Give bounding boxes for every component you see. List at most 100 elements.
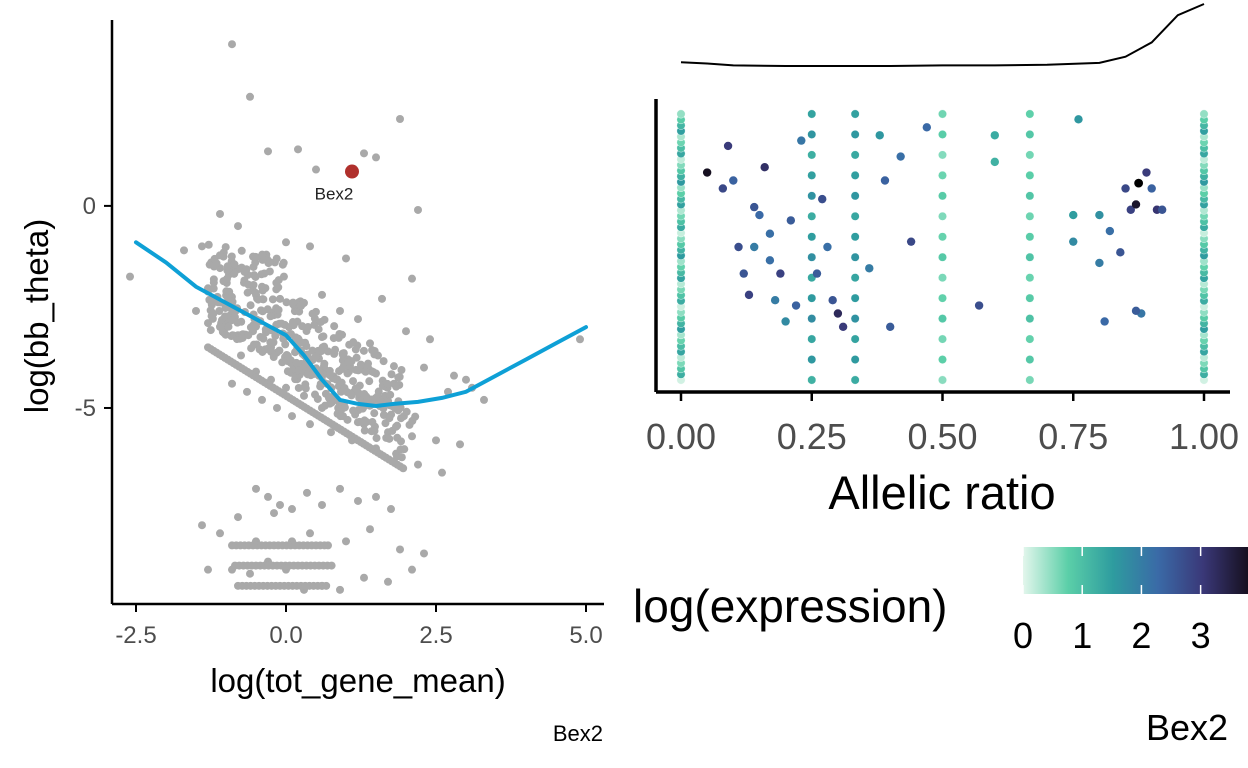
data-point — [938, 170, 947, 180]
data-point — [450, 371, 458, 380]
data-point — [321, 401, 330, 410]
data-point — [314, 325, 323, 334]
data-point — [812, 269, 822, 278]
data-point — [1095, 210, 1104, 220]
data-point — [327, 561, 336, 570]
data-point — [126, 272, 134, 281]
data-point — [938, 293, 947, 303]
data-point — [351, 345, 360, 354]
data-point — [807, 150, 817, 160]
data-point — [456, 440, 464, 449]
data-point — [818, 194, 827, 204]
data-point — [750, 202, 759, 212]
data-point — [770, 296, 780, 305]
data-point — [426, 335, 434, 344]
x-tick-label: 5.0 — [569, 622, 602, 649]
data-point — [257, 270, 266, 279]
right-caption: Bex2 — [1146, 707, 1228, 748]
x-tick-label: 0.50 — [907, 416, 977, 457]
data-point — [384, 577, 392, 586]
data-point — [1025, 191, 1035, 201]
data-point — [1116, 248, 1125, 257]
data-point — [938, 109, 947, 119]
data-point — [1025, 211, 1035, 221]
data-point — [318, 343, 327, 352]
data-point — [354, 315, 362, 324]
data-point — [372, 434, 381, 443]
data-point — [265, 267, 274, 276]
data-point — [216, 209, 224, 218]
data-point — [264, 147, 272, 156]
x-tick-label: 0.0 — [269, 622, 302, 649]
data-point — [306, 242, 314, 251]
data-point — [938, 252, 947, 262]
right-x-ticks: 0.00 0.25 0.50 0.75 1.00 — [646, 392, 1239, 457]
y-tick-label: 0 — [83, 193, 96, 220]
data-point — [349, 406, 358, 415]
data-point — [850, 150, 860, 160]
data-point — [230, 260, 239, 269]
data-point — [850, 191, 860, 201]
data-point — [265, 258, 274, 267]
data-point — [301, 380, 310, 389]
y-tick-label: -5 — [75, 395, 96, 422]
data-point — [723, 141, 733, 151]
data-point — [395, 372, 404, 381]
data-point — [739, 269, 748, 278]
data-point — [1095, 258, 1104, 268]
data-point — [204, 565, 212, 574]
data-point — [1025, 314, 1035, 324]
data-point — [938, 232, 947, 242]
data-point — [276, 500, 284, 509]
data-point — [760, 163, 769, 172]
data-point — [791, 301, 801, 310]
left-scatter-panel: Bex2 -2.5 0.0 2.5 5.0 0 -5 log(tot_gene_mean… — [18, 20, 604, 746]
legend-tick-label: 3 — [1191, 615, 1211, 656]
data-point — [734, 242, 743, 252]
data-point — [1025, 293, 1035, 303]
data-point — [361, 367, 370, 376]
data-point — [385, 414, 394, 423]
data-point — [396, 445, 405, 454]
data-point — [938, 130, 947, 139]
data-point — [330, 322, 339, 331]
data-point — [237, 351, 245, 360]
data-point — [263, 305, 272, 314]
data-point — [420, 363, 428, 372]
x-tick-label: 0.25 — [777, 416, 847, 457]
data-point — [938, 355, 947, 364]
data-point — [389, 362, 398, 371]
density-curve — [680, 3, 1205, 67]
data-point — [807, 293, 817, 303]
data-point — [807, 314, 817, 324]
data-point — [833, 309, 843, 318]
data-point — [938, 211, 947, 221]
data-point — [383, 379, 392, 388]
data-point — [1131, 306, 1141, 316]
right-x-axis-title: Allelic ratio — [828, 466, 1055, 519]
data-point — [209, 284, 218, 293]
data-point — [246, 323, 255, 332]
data-point — [1025, 130, 1035, 139]
data-point — [744, 290, 754, 300]
data-point — [206, 326, 215, 335]
data-point — [192, 306, 200, 315]
data-point — [318, 500, 326, 509]
data-point — [258, 395, 266, 404]
data-point — [331, 345, 340, 354]
data-point — [402, 327, 410, 336]
data-point — [234, 513, 242, 522]
data-point — [372, 153, 380, 162]
data-point — [938, 150, 947, 160]
data-point — [244, 280, 253, 289]
data-point — [850, 232, 860, 242]
data-point — [397, 365, 406, 374]
data-point — [1147, 184, 1156, 193]
data-point — [308, 346, 317, 355]
data-point — [865, 264, 874, 273]
data-point — [270, 509, 278, 518]
x-tick-label: 2.5 — [419, 622, 452, 649]
data-point — [282, 383, 290, 392]
